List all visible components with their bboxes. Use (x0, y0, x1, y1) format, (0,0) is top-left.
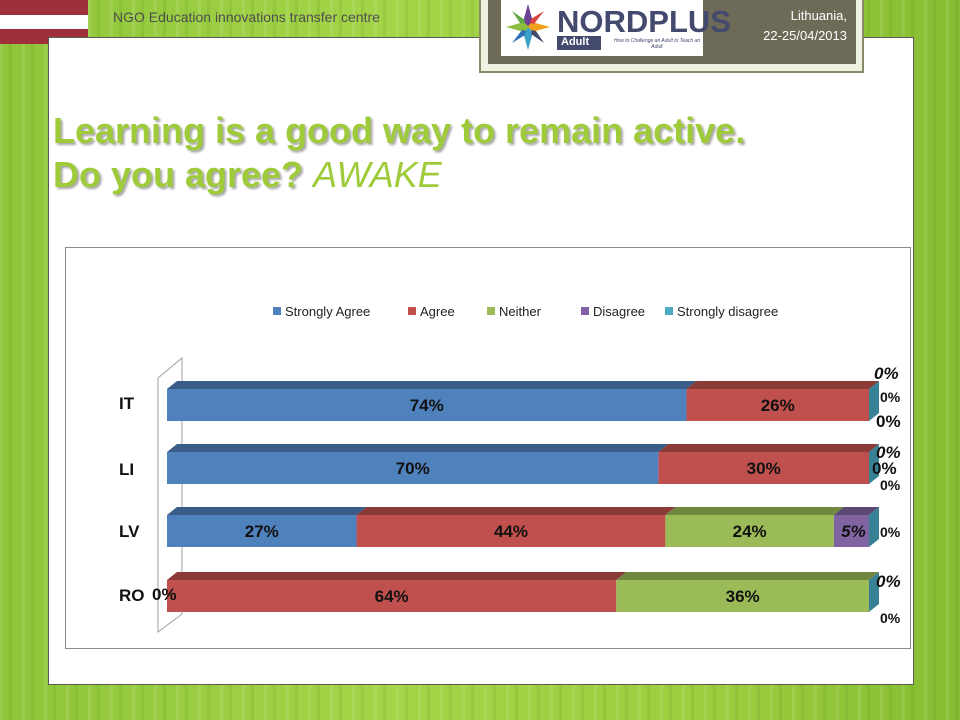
title-line-1: Learning is a good way to remain active. (53, 110, 746, 151)
bar-top-lv-1 (356, 507, 676, 515)
data-label-lv-0: 27% (245, 522, 279, 541)
bar-top-lv-2 (665, 507, 844, 515)
bar-top-lv-3 (833, 507, 879, 515)
data-label-it-1: 26% (761, 396, 795, 415)
zero-label-li-2: 0% (872, 459, 897, 478)
bar-top-li-1 (658, 444, 879, 452)
location-city: Lithuania, (790, 8, 847, 23)
data-label-lv-3: 5% (841, 522, 866, 541)
legend-label-2: Neither (499, 304, 542, 319)
event-dates: 22-25/04/2013 (763, 28, 847, 43)
data-label-ro-1: 64% (375, 587, 409, 606)
event-location: Lithuania, 22-25/04/2013 (712, 6, 847, 46)
category-label-ro: RO (119, 586, 145, 605)
data-label-lv-1: 44% (494, 522, 528, 541)
legend-label-1: Agree (420, 304, 455, 319)
bar-it-strongly-agree (167, 389, 687, 421)
bar-li-agree (658, 452, 869, 484)
bar-top-it-1 (686, 381, 879, 389)
bar-top-lv-0 (167, 507, 367, 515)
bar-end-it (869, 381, 879, 421)
title-suffix: AWAKE (313, 154, 442, 195)
legend-swatch-0 (273, 307, 281, 315)
legend-swatch-1 (408, 307, 416, 315)
data-label-li-0: 70% (396, 459, 430, 478)
latvian-flag (0, 0, 88, 44)
bar-lv-neither (665, 515, 834, 547)
axis-wall (157, 356, 183, 633)
bar-top-li-0 (167, 444, 669, 452)
data-label-ro-2: 36% (726, 587, 760, 606)
bar-lv-strongly-agree (167, 515, 357, 547)
bar-lv-agree (356, 515, 666, 547)
legend-swatch-4 (665, 307, 673, 315)
zero-label-lv-4: 0% (880, 524, 901, 540)
zero-label-li-3: 0% (876, 443, 901, 462)
zero-label-ro-4: 0% (880, 610, 901, 626)
category-label-lv: LV (119, 522, 140, 541)
bar-lv-disagree (833, 515, 869, 547)
category-label-it: IT (119, 394, 135, 413)
nordplus-star-icon (506, 4, 550, 50)
bar-top-ro-1 (167, 572, 627, 580)
legend-swatch-2 (487, 307, 495, 315)
bar-it-agree (686, 389, 869, 421)
bar-end-lv (869, 507, 879, 547)
legend-label-4: Strongly disagree (677, 304, 778, 319)
category-label-li: LI (119, 460, 134, 479)
bar-top-it-0 (167, 381, 697, 389)
legend-label-3: Disagree (593, 304, 645, 319)
zero-label-li-4: 0% (880, 477, 901, 493)
zero-label-ro-0: 0% (152, 585, 177, 604)
zero-label-it-4: 0% (876, 412, 901, 431)
organization-name: NGO Education innovations transfer centr… (113, 9, 380, 25)
zero-label-it-2: 0% (874, 364, 899, 383)
logo-tagline: How to Challenge an Adult to Teach an Ad… (613, 38, 701, 50)
bar-li-strongly-agree (167, 452, 659, 484)
legend-label-0: Strongly Agree (285, 304, 370, 319)
title-line-2: Do you agree? (53, 154, 304, 195)
logo-adult-text: Adult (561, 36, 590, 48)
zero-label-ro-3: 0% (876, 572, 901, 591)
bar-end-li (869, 444, 879, 484)
data-label-li-1: 30% (747, 459, 781, 478)
logo-wordmark: NORDPLUS (557, 4, 731, 39)
zero-label-it-3: 0% (880, 389, 901, 405)
bar-top-ro-2 (616, 572, 879, 580)
data-label-it-0: 74% (410, 396, 444, 415)
logo-adult-badge (557, 36, 601, 50)
slide-title: Learning is a good way to remain active.… (53, 109, 745, 197)
data-label-lv-2: 24% (733, 522, 767, 541)
bar-ro-agree (167, 580, 617, 612)
bar-end-ro (869, 572, 879, 612)
bar-ro-neither (616, 580, 869, 612)
legend-swatch-3 (581, 307, 589, 315)
